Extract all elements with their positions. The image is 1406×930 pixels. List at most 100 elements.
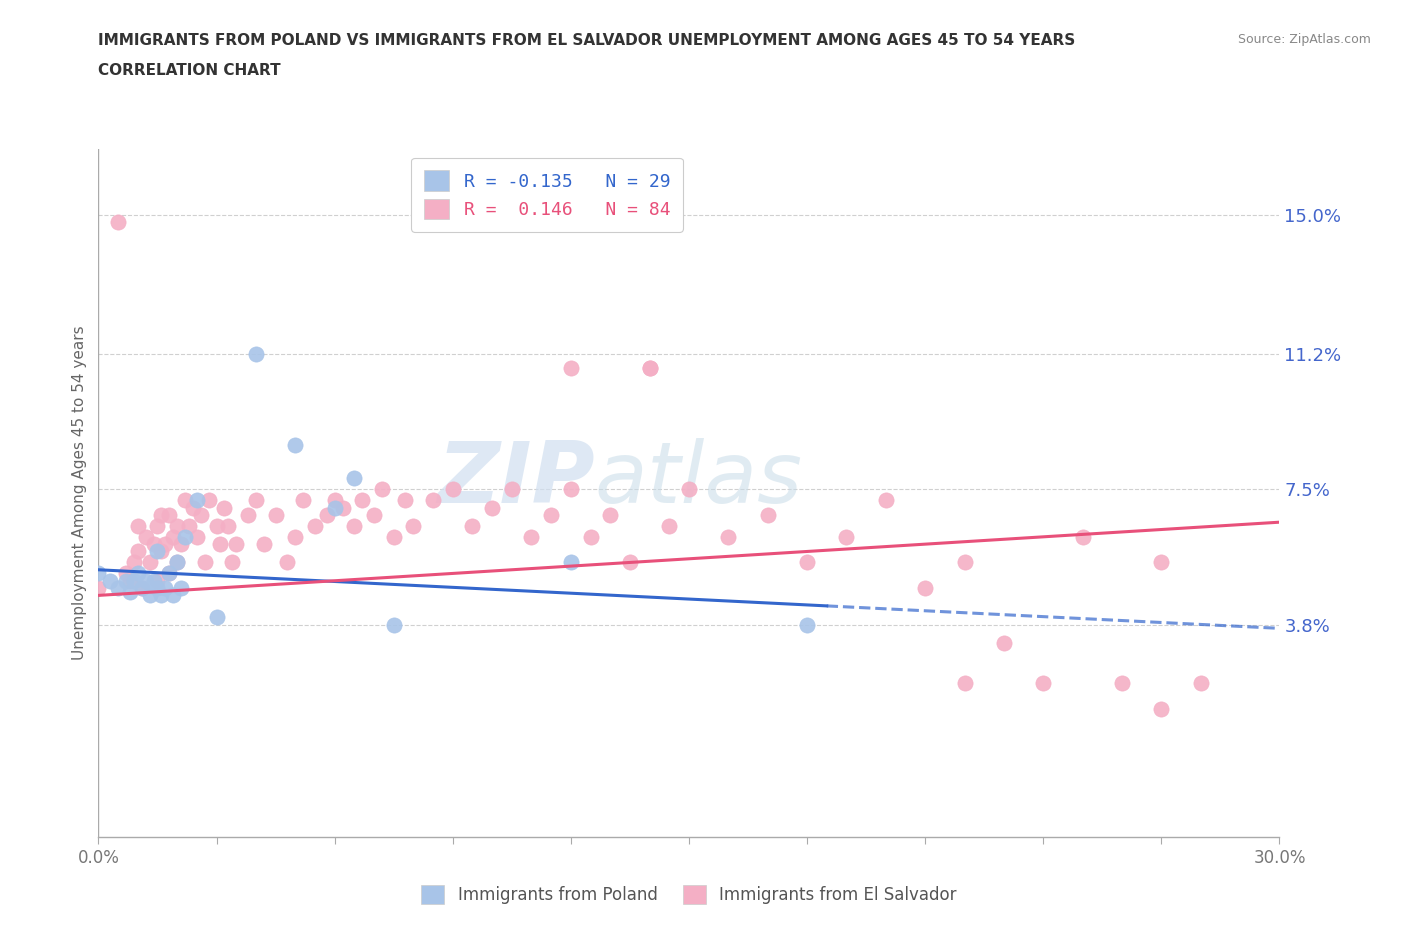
Point [875, 493, 897, 508]
Point [181, 500, 204, 515]
Point [276, 555, 298, 570]
Point [166, 555, 188, 570]
Point [107, 580, 129, 595]
Point [579, 529, 602, 544]
Point [146, 518, 169, 533]
Point [382, 618, 405, 632]
Point [142, 573, 165, 588]
Text: CORRELATION CHART: CORRELATION CHART [98, 63, 281, 78]
Point [1150, 555, 1173, 570]
Point [174, 493, 197, 508]
Point [304, 518, 326, 533]
Point [343, 471, 366, 485]
Point [560, 482, 582, 497]
Point [166, 555, 188, 570]
Point [1071, 529, 1094, 544]
Point [363, 508, 385, 523]
Point [214, 500, 236, 515]
Point [127, 566, 149, 581]
Point [441, 482, 464, 497]
Point [1150, 701, 1173, 716]
Point [638, 361, 661, 376]
Point [1032, 676, 1054, 691]
Point [993, 635, 1015, 650]
Point [197, 493, 219, 508]
Point [756, 508, 779, 523]
Point [127, 544, 149, 559]
Point [87, 580, 110, 595]
Point [205, 610, 228, 625]
Point [658, 518, 681, 533]
Point [190, 508, 212, 523]
Point [501, 482, 523, 497]
Point [953, 555, 976, 570]
Point [155, 537, 177, 551]
Point [422, 493, 444, 508]
Point [131, 580, 153, 595]
Point [225, 537, 247, 551]
Point [146, 544, 169, 559]
Point [461, 518, 484, 533]
Y-axis label: Unemployment Among Ages 45 to 54 years: Unemployment Among Ages 45 to 54 years [72, 326, 87, 660]
Point [122, 573, 145, 588]
Point [155, 580, 177, 595]
Point [131, 580, 153, 595]
Point [284, 529, 307, 544]
Point [352, 493, 374, 508]
Point [150, 588, 173, 603]
Point [560, 555, 582, 570]
Point [118, 573, 141, 588]
Point [166, 518, 188, 533]
Point [394, 493, 416, 508]
Text: ZIP: ZIP [437, 438, 595, 521]
Point [796, 555, 818, 570]
Point [245, 346, 267, 361]
Point [1189, 676, 1212, 691]
Text: Source: ZipAtlas.com: Source: ZipAtlas.com [1237, 33, 1371, 46]
Point [115, 573, 138, 588]
Point [162, 588, 184, 603]
Point [205, 518, 228, 533]
Point [599, 508, 621, 523]
Legend: R = -0.135   N = 29, R =  0.146   N = 84: R = -0.135 N = 29, R = 0.146 N = 84 [412, 158, 683, 232]
Point [118, 584, 141, 599]
Point [157, 566, 180, 581]
Point [323, 493, 346, 508]
Point [115, 566, 138, 581]
Point [953, 676, 976, 691]
Point [315, 508, 337, 523]
Point [332, 500, 354, 515]
Point [1111, 676, 1133, 691]
Point [217, 518, 239, 533]
Legend: Immigrants from Poland, Immigrants from El Salvador: Immigrants from Poland, Immigrants from … [413, 876, 965, 912]
Text: atlas: atlas [595, 438, 803, 521]
Point [135, 529, 157, 544]
Point [150, 508, 173, 523]
Text: IMMIGRANTS FROM POLAND VS IMMIGRANTS FROM EL SALVADOR UNEMPLOYMENT AMONG AGES 45: IMMIGRANTS FROM POLAND VS IMMIGRANTS FRO… [98, 33, 1076, 47]
Point [343, 518, 366, 533]
Point [835, 529, 858, 544]
Point [253, 537, 276, 551]
Point [520, 529, 543, 544]
Point [540, 508, 562, 523]
Point [146, 580, 169, 595]
Point [170, 537, 193, 551]
Point [481, 500, 503, 515]
Point [678, 482, 700, 497]
Point [796, 618, 818, 632]
Point [221, 555, 243, 570]
Point [245, 493, 267, 508]
Point [186, 529, 208, 544]
Point [122, 555, 145, 570]
Point [371, 482, 394, 497]
Point [284, 438, 307, 453]
Point [87, 566, 110, 581]
Point [382, 529, 405, 544]
Point [402, 518, 425, 533]
Point [194, 555, 217, 570]
Point [236, 508, 259, 523]
Point [323, 500, 346, 515]
Point [157, 566, 180, 581]
Point [146, 573, 169, 588]
Point [127, 518, 149, 533]
